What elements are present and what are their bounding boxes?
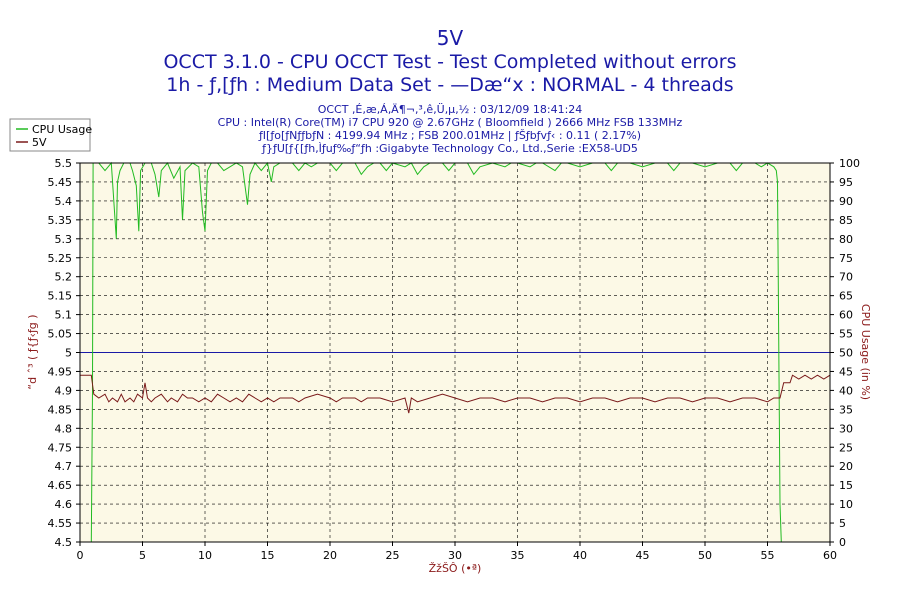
y-left-tick-label: 5.4: [55, 195, 73, 208]
y-left-tick-label: 4.85: [48, 403, 73, 416]
y-left-tick-label: 5.45: [48, 176, 73, 189]
y-right-tick-label: 45: [839, 365, 853, 378]
legend-box: [9, 118, 91, 152]
y-right-tick-label: 95: [839, 176, 853, 189]
chart-title: 5V: [437, 26, 464, 50]
y-right-tick-label: 25: [839, 441, 853, 454]
legend: CPU Usage 5V: [9, 118, 92, 152]
y-left-tick-label: 4.5: [55, 536, 73, 549]
x-tick-label: 5: [139, 549, 146, 562]
y-right-tick-label: 60: [839, 309, 853, 322]
x-tick-label: 0: [77, 549, 84, 562]
y-left-tick-label: 5.5: [55, 157, 73, 170]
x-tick-label: 25: [386, 549, 400, 562]
y-left-tick-label: 4.6: [55, 498, 73, 511]
y-axis-label-right: CPU Usage (in %): [859, 304, 872, 400]
y-right-tick-label: 55: [839, 328, 853, 341]
x-axis-label: ŽžŠÔ (•ª): [429, 562, 482, 575]
y-right-tick-label: 70: [839, 271, 853, 284]
y-right-tick-label: 0: [839, 536, 846, 549]
x-tick-label: 50: [698, 549, 712, 562]
y-right-tick-label: 15: [839, 479, 853, 492]
y-right-tick-label: 80: [839, 233, 853, 246]
y-left-tick-label: 4.55: [48, 517, 73, 530]
info-line-1: OCCT ‚É‚æ‚Á‚Ä¶¬‚³‚ê‚Ü‚µ‚½ : 03/12/09 18:…: [318, 103, 583, 116]
y-left-tick-label: 5.2: [55, 271, 73, 284]
y-axis-label-left: “d ˆ³ ( ƒ{ƒ‹ƒg ): [26, 314, 39, 389]
y-right-tick-label: 40: [839, 384, 853, 397]
y-right-tick-label: 85: [839, 214, 853, 227]
legend-label-5v: 5V: [32, 136, 47, 149]
y-right-tick-label: 35: [839, 403, 853, 416]
y-right-tick-label: 20: [839, 460, 853, 473]
x-tick-label: 40: [573, 549, 587, 562]
y-left-tick-label: 5.3: [55, 233, 73, 246]
x-tick-label: 10: [198, 549, 212, 562]
ticks-group: 0 5 10 15 20 25 30 35 40 45 50 55 604.54.554.64.654.…: [48, 157, 861, 562]
y-left-tick-label: 4.9: [55, 384, 73, 397]
info-line-3: ƒI[ƒo[ƒNƒƒbƒN : 4199.94 MHz ; FSB 200.01…: [258, 129, 641, 142]
info-line-4: ƒ}ƒU[ƒ{[ƒh‚Ìƒuƒ‰ƒ“ƒh :Gigabyte Technolog…: [261, 142, 638, 155]
x-tick-label: 60: [823, 549, 837, 562]
y-left-tick-label: 5.1: [55, 309, 73, 322]
y-right-tick-label: 10: [839, 498, 853, 511]
y-left-tick-label: 5.05: [48, 328, 73, 341]
series-line-5v: [80, 374, 831, 414]
y-right-tick-label: 100: [839, 157, 860, 170]
y-right-tick-label: 75: [839, 252, 853, 265]
y-left-tick-label: 5: [65, 347, 72, 360]
y-left-tick-label: 4.95: [48, 365, 73, 378]
x-tick-label: 30: [448, 549, 462, 562]
y-left-tick-label: 5.35: [48, 214, 73, 227]
y-left-tick-label: 4.65: [48, 479, 73, 492]
x-tick-label: 55: [761, 549, 775, 562]
y-left-tick-label: 4.8: [55, 422, 73, 435]
chart-subtitle-2: 1h - ƒ‚[ƒh : Medium Data Set - —Dæ“x : N…: [166, 74, 733, 96]
x-tick-label: 45: [636, 549, 650, 562]
x-tick-label: 35: [511, 549, 525, 562]
x-tick-label: 20: [323, 549, 337, 562]
x-tick-label: 15: [261, 549, 275, 562]
y-right-tick-label: 90: [839, 195, 853, 208]
y-left-tick-label: 5.15: [48, 290, 73, 303]
legend-label-cpu-usage: CPU Usage: [32, 123, 92, 136]
y-left-tick-label: 4.7: [55, 460, 73, 473]
y-right-tick-label: 30: [839, 422, 853, 435]
y-right-tick-label: 50: [839, 347, 853, 360]
y-left-tick-label: 4.75: [48, 441, 73, 454]
grid: [80, 163, 830, 542]
chart-subtitle-1: OCCT 3.1.0 - CPU OCCT Test - Test Comple…: [163, 51, 736, 73]
y-right-tick-label: 65: [839, 290, 853, 303]
y-left-tick-label: 5.25: [48, 252, 73, 265]
y-right-tick-label: 5: [839, 517, 846, 530]
info-line-2: CPU : Intel(R) Core(TM) i7 CPU 920 @ 2.6…: [218, 116, 683, 129]
